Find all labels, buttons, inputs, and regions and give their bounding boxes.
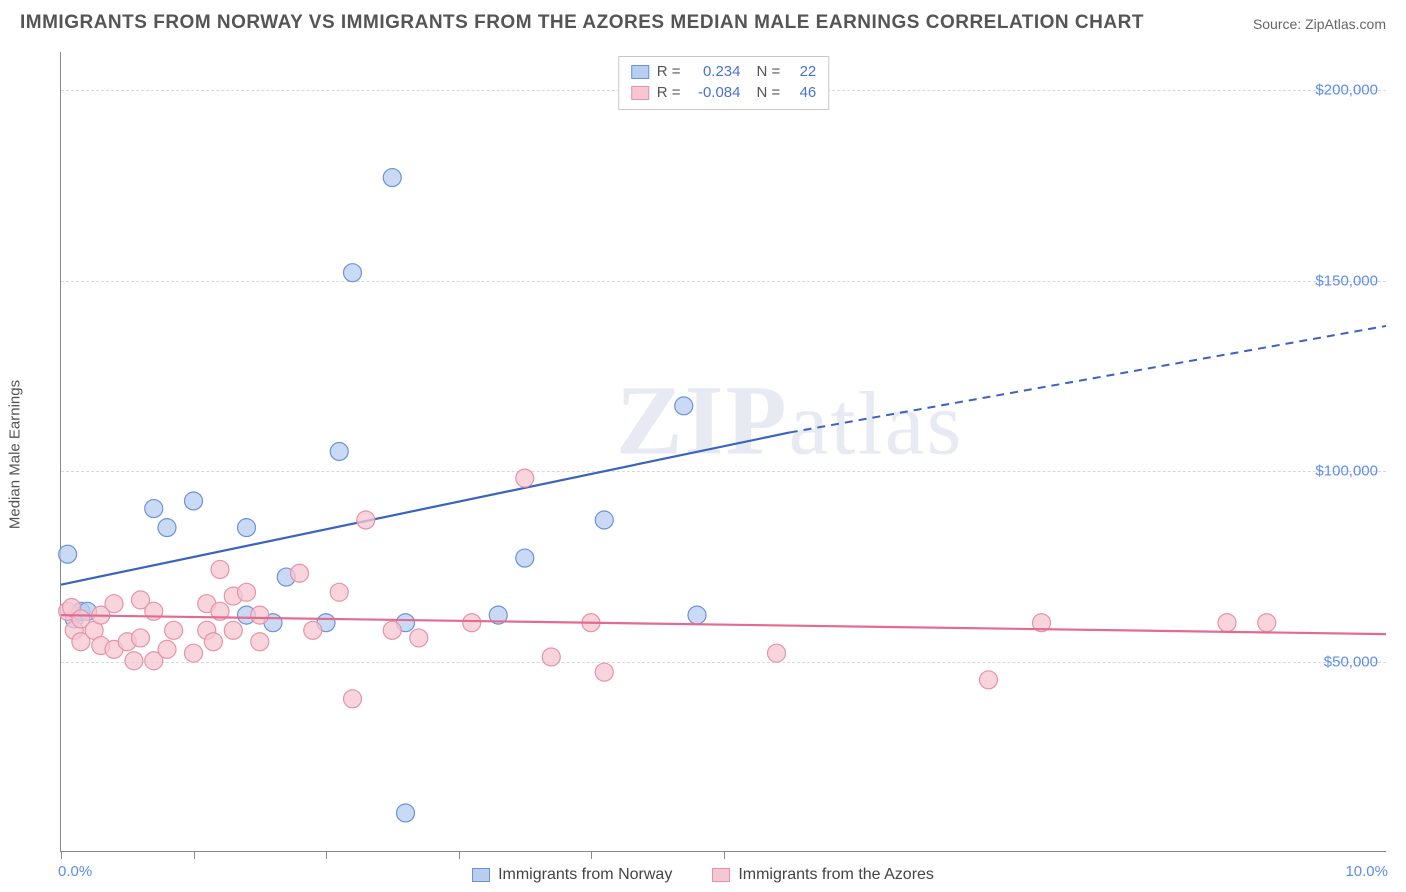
scatter-point-azores [251, 606, 269, 624]
trend-line-norway [61, 432, 790, 584]
scatter-point-norway [397, 804, 415, 822]
scatter-point-norway [330, 443, 348, 461]
y-axis-label: Median Male Earnings [7, 380, 24, 529]
scatter-point-azores [185, 644, 203, 662]
scatter-point-azores [158, 640, 176, 658]
scatter-point-azores [125, 652, 143, 670]
source-label: Source: ZipAtlas.com [1253, 16, 1386, 32]
legend-label-azores: Immigrants from the Azores [738, 866, 934, 884]
scatter-point-azores [105, 595, 123, 613]
stats-legend-box: R = 0.234 N = 22 R = -0.084 N = 46 [618, 56, 830, 110]
x-tick [326, 851, 327, 859]
scatter-point-azores [1258, 614, 1276, 632]
scatter-point-norway [185, 492, 203, 510]
swatch-norway [631, 65, 649, 79]
scatter-point-azores [204, 633, 222, 651]
scatter-point-azores [330, 583, 348, 601]
scatter-point-norway [595, 511, 613, 529]
scatter-point-azores [304, 621, 322, 639]
scatter-point-azores [542, 648, 560, 666]
scatter-point-azores [463, 614, 481, 632]
chart-container: ZIPatlas $50,000$100,000$150,000$200,000… [60, 52, 1386, 852]
stat-r-label: R = [657, 82, 681, 103]
stat-r-value: -0.084 [689, 82, 741, 103]
stat-r-value: 0.234 [689, 61, 741, 82]
legend-swatch-azores [712, 868, 730, 882]
legend-label-norway: Immigrants from Norway [498, 866, 672, 884]
scatter-point-azores [410, 629, 428, 647]
stat-n-label: N = [757, 61, 781, 82]
scatter-point-norway [516, 549, 534, 567]
scatter-point-norway [344, 264, 362, 282]
stat-n-value: 46 [788, 82, 816, 103]
swatch-azores [631, 86, 649, 100]
scatter-point-azores [238, 583, 256, 601]
scatter-point-azores [224, 621, 242, 639]
scatter-point-norway [675, 397, 693, 415]
scatter-point-norway [158, 519, 176, 537]
stats-row-norway: R = 0.234 N = 22 [631, 61, 817, 82]
x-tick [591, 851, 592, 859]
x-tick [459, 851, 460, 859]
legend-item-norway: Immigrants from Norway [472, 866, 672, 884]
scatter-point-azores [165, 621, 183, 639]
legend-item-azores: Immigrants from the Azores [712, 866, 934, 884]
scatter-point-azores [595, 663, 613, 681]
scatter-point-azores [132, 629, 150, 647]
legend-swatch-norway [472, 868, 490, 882]
plot-area: ZIPatlas $50,000$100,000$150,000$200,000… [60, 52, 1386, 852]
scatter-point-norway [383, 169, 401, 187]
stat-n-value: 22 [788, 61, 816, 82]
scatter-point-norway [238, 519, 256, 537]
scatter-point-norway [145, 500, 163, 518]
scatter-point-azores [516, 469, 534, 487]
scatter-point-azores [211, 560, 229, 578]
x-tick [724, 851, 725, 859]
scatter-point-azores [357, 511, 375, 529]
chart-title: IMMIGRANTS FROM NORWAY VS IMMIGRANTS FRO… [20, 12, 1144, 34]
scatter-svg [61, 52, 1386, 851]
scatter-point-azores [768, 644, 786, 662]
scatter-point-azores [383, 621, 401, 639]
scatter-point-norway [688, 606, 706, 624]
stat-n-label: N = [757, 82, 781, 103]
stats-row-azores: R = -0.084 N = 46 [631, 82, 817, 103]
scatter-point-azores [251, 633, 269, 651]
scatter-point-azores [344, 690, 362, 708]
trend-line-dashed-norway [790, 326, 1386, 433]
scatter-point-norway [59, 545, 77, 563]
legend-bottom: Immigrants from Norway Immigrants from th… [0, 866, 1406, 884]
x-tick [61, 851, 62, 859]
stat-r-label: R = [657, 61, 681, 82]
scatter-point-azores [1218, 614, 1236, 632]
x-tick [194, 851, 195, 859]
scatter-point-azores [980, 671, 998, 689]
scatter-point-azores [291, 564, 309, 582]
